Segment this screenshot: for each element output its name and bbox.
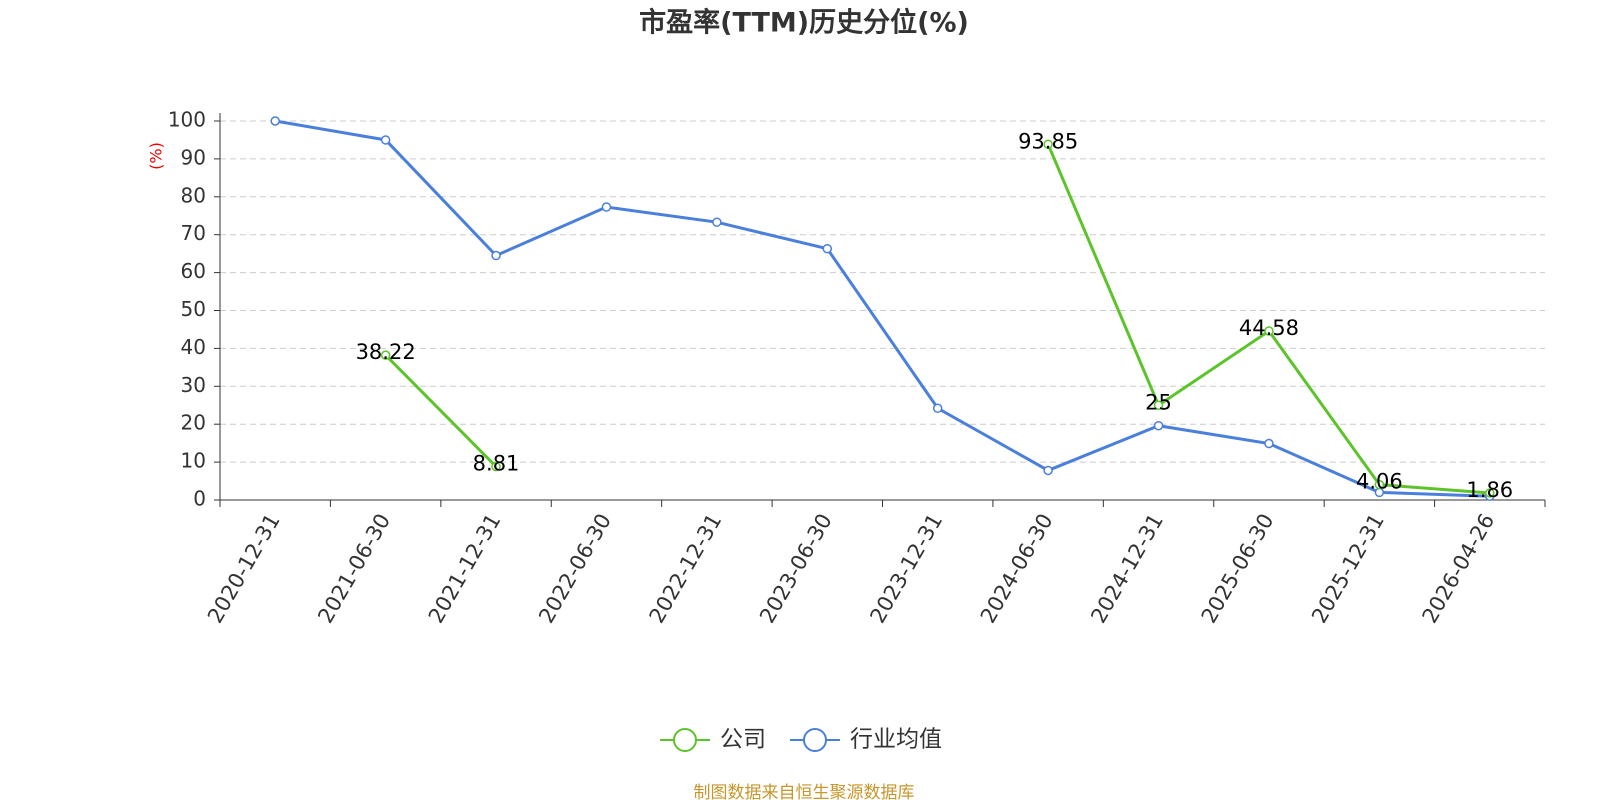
y-tick-label: 100 [168, 108, 206, 132]
data-label: 38.22 [356, 340, 416, 364]
x-tick-label: 2023-12-31 [865, 509, 947, 627]
data-point [491, 461, 501, 472]
x-tick-label: 2024-12-31 [1086, 510, 1168, 628]
data-label: 1.86 [1466, 478, 1513, 502]
y-tick-label: 40 [181, 335, 206, 359]
chart-title: 市盈率(TTM)历史分位(%) [639, 7, 969, 39]
x-tick-label: 2025-12-31 [1307, 510, 1389, 628]
data-label: 44.58 [1239, 316, 1299, 340]
data-point [712, 217, 722, 227]
data-point [1264, 326, 1274, 336]
data-point [932, 403, 943, 414]
x-tick-label: 2024-06-30 [976, 510, 1058, 628]
y-tick-label: 20 [181, 411, 206, 435]
data-point [1264, 438, 1274, 449]
x-tick-label: 2025-06-30 [1197, 510, 1279, 628]
legend-marker [803, 728, 827, 752]
x-tick-label: 2022-12-31 [645, 510, 727, 628]
x-tick-label: 2026-04-26 [1418, 510, 1500, 628]
legend-label: 公司 [720, 727, 766, 753]
data-point [601, 202, 612, 212]
y-tick-label: 70 [181, 221, 206, 245]
data-point [270, 116, 280, 126]
x-tick-label: 2022-06-30 [534, 510, 616, 628]
data-point [1485, 488, 1495, 498]
y-tick-label: 90 [181, 145, 206, 169]
data-point [380, 135, 391, 145]
data-point [822, 243, 833, 254]
x-tick-label: 2021-12-31 [424, 509, 506, 627]
data-point [1374, 479, 1385, 490]
data-label: 25 [1145, 390, 1172, 414]
y-tick-label: 10 [181, 449, 206, 473]
y-tick-label: 60 [181, 259, 206, 283]
series-line [274, 119, 1490, 498]
y-tick-label: 0 [193, 487, 206, 511]
data-point [380, 350, 391, 360]
data-label: 93.85 [1018, 129, 1078, 153]
source-note: 制图数据来自恒生聚源数据库 [694, 783, 915, 800]
legend-label: 行业均值 [850, 727, 942, 753]
y-axis-label: (%) [147, 142, 166, 170]
data-label: 4.06 [1356, 470, 1403, 494]
x-tick-label: 2023-06-30 [755, 510, 837, 628]
x-tick-label: 2021-06-30 [313, 510, 395, 628]
data-point [1043, 139, 1053, 150]
y-tick-label: 50 [181, 297, 206, 321]
legend-marker [673, 728, 697, 752]
y-tick-label: 30 [181, 373, 206, 397]
y-tick-label: 80 [181, 183, 206, 207]
data-label: 8.81 [473, 452, 520, 476]
data-point [1153, 420, 1164, 431]
data-point [491, 250, 501, 261]
data-point [1153, 400, 1164, 410]
data-point [1043, 465, 1053, 476]
x-tick-label: 2020-12-31 [203, 510, 285, 628]
